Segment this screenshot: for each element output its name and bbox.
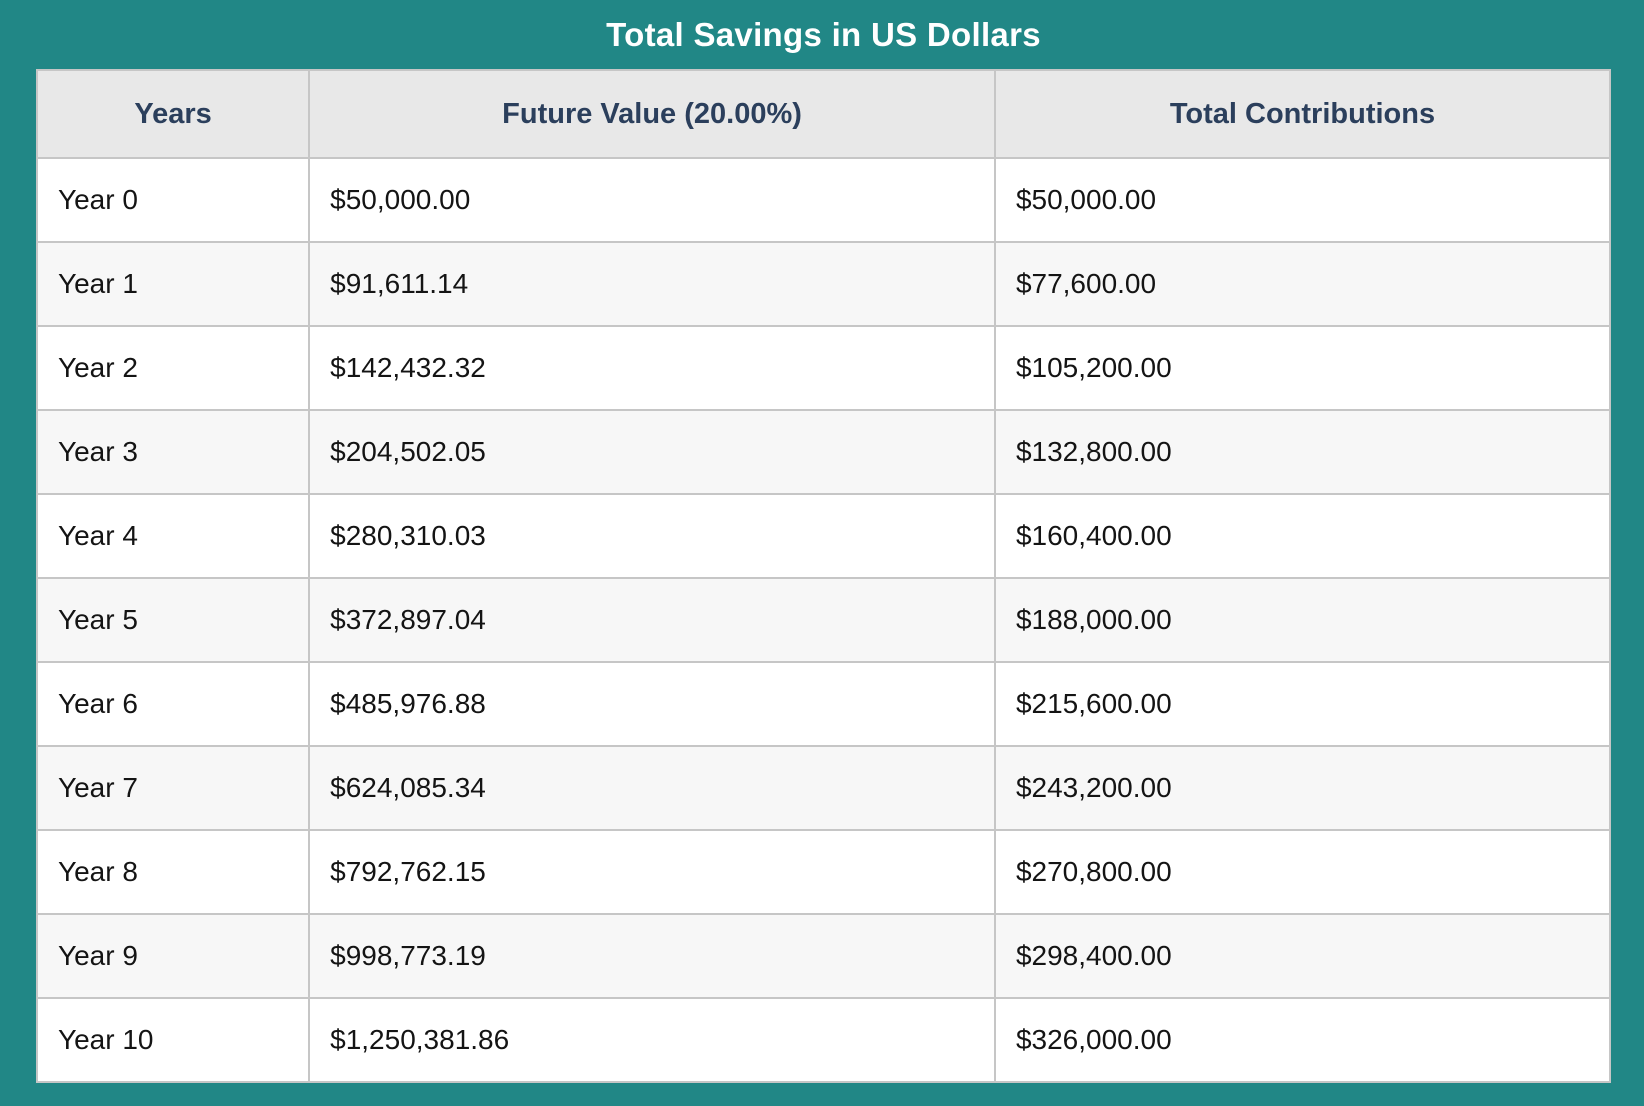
contributions-cell: $132,800.00 xyxy=(993,409,1612,495)
table-row: Year 2 $142,432.32 $105,200.00 xyxy=(35,325,1612,411)
contributions-cell: $270,800.00 xyxy=(993,829,1612,915)
year-cell: Year 3 xyxy=(35,409,311,495)
year-cell: Year 5 xyxy=(35,577,311,663)
future-value-cell: $50,000.00 xyxy=(308,157,996,243)
future-value-cell: $998,773.19 xyxy=(308,913,996,999)
table-row: Year 4 $280,310.03 $160,400.00 xyxy=(35,493,1612,579)
table-row: Year 3 $204,502.05 $132,800.00 xyxy=(35,409,1612,495)
table-row: Year 6 $485,976.88 $215,600.00 xyxy=(35,661,1612,747)
title-bar: Total Savings in US Dollars xyxy=(36,0,1611,69)
table-body: Year 0 $50,000.00 $50,000.00 Year 1 $91,… xyxy=(35,157,1612,1083)
column-header-years: Years xyxy=(35,69,311,159)
contributions-cell: $77,600.00 xyxy=(993,241,1612,327)
year-cell: Year 9 xyxy=(35,913,311,999)
contributions-cell: $326,000.00 xyxy=(993,997,1612,1083)
page-title: Total Savings in US Dollars xyxy=(606,15,1041,53)
year-cell: Year 6 xyxy=(35,661,311,747)
future-value-cell: $624,085.34 xyxy=(308,745,996,831)
table-row: Year 5 $372,897.04 $188,000.00 xyxy=(35,577,1612,663)
table-row: Year 8 $792,762.15 $270,800.00 xyxy=(35,829,1612,915)
future-value-cell: $372,897.04 xyxy=(308,577,996,663)
year-cell: Year 7 xyxy=(35,745,311,831)
contributions-cell: $105,200.00 xyxy=(993,325,1612,411)
year-cell: Year 1 xyxy=(35,241,311,327)
contributions-cell: $188,000.00 xyxy=(993,577,1612,663)
future-value-cell: $204,502.05 xyxy=(308,409,996,495)
column-header-future-value: Future Value (20.00%) xyxy=(308,69,996,159)
future-value-cell: $280,310.03 xyxy=(308,493,996,579)
savings-table: Years Future Value (20.00%) Total Contri… xyxy=(35,69,1612,1083)
table-row: Year 10 $1,250,381.86 $326,000.00 xyxy=(35,997,1612,1083)
year-cell: Year 4 xyxy=(35,493,311,579)
future-value-cell: $1,250,381.86 xyxy=(308,997,996,1083)
future-value-cell: $792,762.15 xyxy=(308,829,996,915)
contributions-cell: $160,400.00 xyxy=(993,493,1612,579)
table-row: Year 0 $50,000.00 $50,000.00 xyxy=(35,157,1612,243)
year-cell: Year 0 xyxy=(35,157,311,243)
contributions-cell: $298,400.00 xyxy=(993,913,1612,999)
contributions-cell: $50,000.00 xyxy=(993,157,1612,243)
table-row: Year 1 $91,611.14 $77,600.00 xyxy=(35,241,1612,327)
year-cell: Year 10 xyxy=(35,997,311,1083)
year-cell: Year 2 xyxy=(35,325,311,411)
contributions-cell: $243,200.00 xyxy=(993,745,1612,831)
header-row: Years Future Value (20.00%) Total Contri… xyxy=(35,69,1612,159)
future-value-cell: $91,611.14 xyxy=(308,241,996,327)
column-header-total-contributions: Total Contributions xyxy=(993,69,1612,159)
table-row: Year 9 $998,773.19 $298,400.00 xyxy=(35,913,1612,999)
contributions-cell: $215,600.00 xyxy=(993,661,1612,747)
future-value-cell: $485,976.88 xyxy=(308,661,996,747)
table-row: Year 7 $624,085.34 $243,200.00 xyxy=(35,745,1612,831)
year-cell: Year 8 xyxy=(35,829,311,915)
future-value-cell: $142,432.32 xyxy=(308,325,996,411)
table-header: Years Future Value (20.00%) Total Contri… xyxy=(35,69,1612,159)
